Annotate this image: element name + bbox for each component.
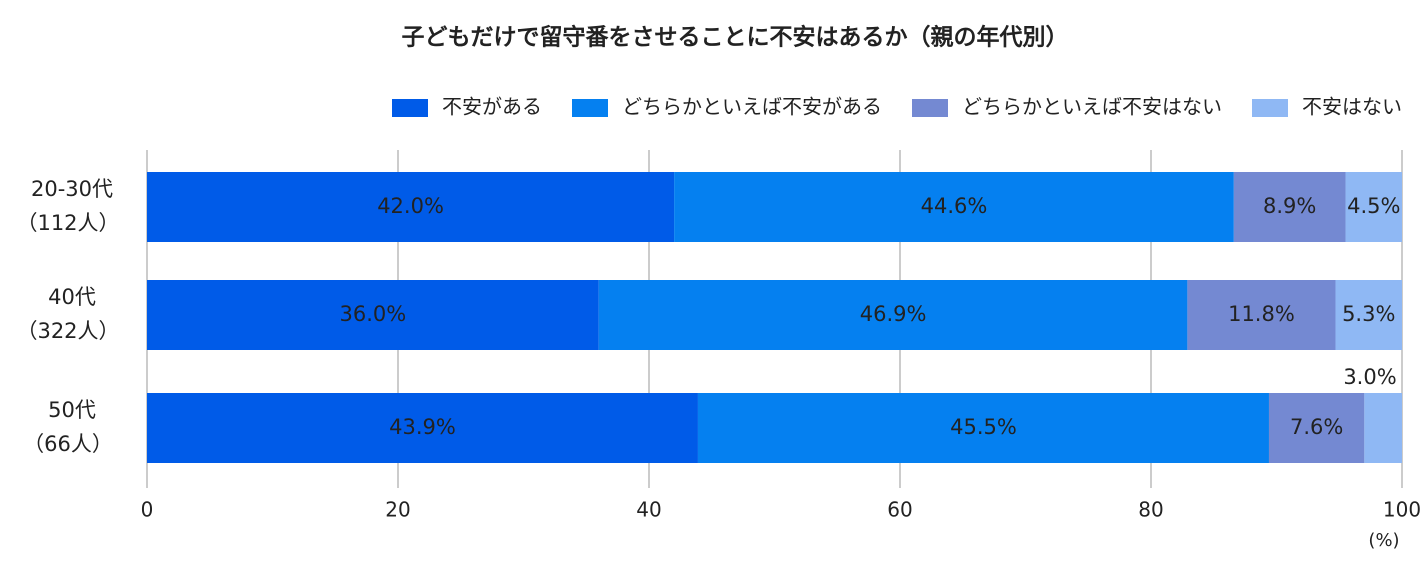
legend-label: 不安がある [442, 95, 542, 119]
x-tick-label: 40 [636, 498, 661, 522]
bar-segment [674, 172, 1234, 242]
legend-swatch [572, 99, 608, 117]
category-label: 20-30代 [31, 177, 113, 201]
x-tick-label: 100 [1383, 498, 1420, 522]
legend-label: 不安はない [1302, 95, 1402, 119]
data-label: 4.5% [1347, 194, 1400, 218]
x-tick-label: 20 [385, 498, 410, 522]
bar-segment [697, 393, 1269, 463]
category-sublabel: （66人） [23, 432, 113, 456]
category-label: 50代 [48, 398, 96, 422]
bar-segment [147, 280, 599, 350]
data-label: 45.5% [950, 415, 1017, 439]
x-tick-label: 80 [1138, 498, 1163, 522]
data-label: 11.8% [1228, 302, 1295, 326]
data-label: 46.9% [860, 302, 927, 326]
data-label: 3.0% [1343, 365, 1396, 389]
x-tick-label: 0 [141, 498, 154, 522]
category-sublabel: （112人） [16, 211, 119, 235]
bar-segment [1233, 172, 1346, 242]
data-label: 36.0% [340, 302, 407, 326]
bar-segment [1268, 393, 1365, 463]
legend-swatch [392, 99, 428, 117]
legend-swatch [912, 99, 948, 117]
category-sublabel: （322人） [16, 319, 119, 343]
bar-segment [147, 393, 698, 463]
legend-label: どちらかといえば不安がある [622, 95, 882, 119]
bar-segment [147, 172, 675, 242]
data-label: 42.0% [377, 194, 444, 218]
bar-segment [598, 280, 1188, 350]
data-label: 5.3% [1342, 302, 1395, 326]
data-label: 8.9% [1263, 194, 1316, 218]
x-unit: (%) [1368, 530, 1399, 551]
bar-segment [1335, 280, 1402, 350]
bar-segment [1187, 280, 1336, 350]
category-label: 40代 [48, 285, 96, 309]
data-label: 7.6% [1290, 415, 1343, 439]
x-tick-label: 60 [887, 498, 912, 522]
bar-segment [1364, 393, 1402, 463]
legend-label: どちらかといえば不安はない [962, 95, 1222, 119]
data-label: 43.9% [389, 415, 456, 439]
bar-segment [1345, 172, 1402, 242]
chart-title: 子どもだけで留守番をさせることに不安はあるか（親の年代別） [402, 24, 1069, 51]
data-label: 44.6% [921, 194, 988, 218]
legend-swatch [1252, 99, 1288, 117]
